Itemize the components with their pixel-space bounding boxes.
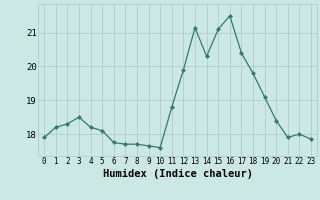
X-axis label: Humidex (Indice chaleur): Humidex (Indice chaleur)	[103, 169, 252, 179]
